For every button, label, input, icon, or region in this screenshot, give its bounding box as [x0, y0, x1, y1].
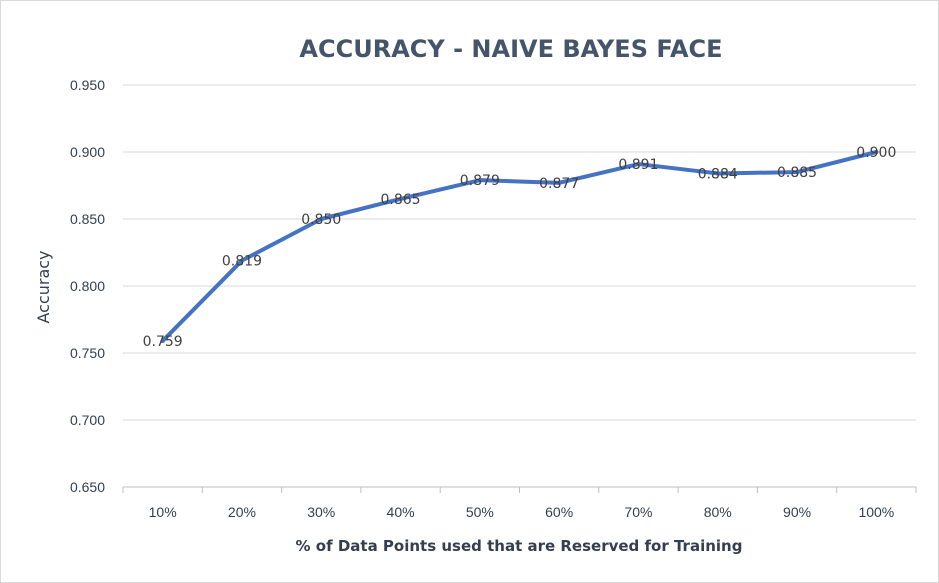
data-label: 0.900 [856, 145, 896, 161]
data-point [557, 180, 562, 185]
series-layer [160, 150, 879, 343]
x-axis-ticks: 10% 20% 30% 40% 50% 60% 70% 80% 90% 100% [122, 487, 917, 520]
data-label: 0.879 [460, 173, 500, 189]
gridlines [123, 84, 916, 488]
y-tick-label: 0.700 [70, 412, 105, 428]
x-tick-label: 90% [783, 504, 811, 520]
data-label: 0.885 [777, 165, 817, 181]
data-point [636, 162, 641, 167]
data-point [319, 217, 324, 221]
data-point [795, 170, 800, 175]
x-tick-label: 40% [387, 504, 415, 520]
data-label: 0.884 [698, 166, 738, 182]
x-tick-label: 30% [307, 504, 335, 520]
data-label: 0.819 [222, 254, 262, 270]
x-tick-label: 80% [704, 504, 732, 520]
y-tick-label: 0.950 [70, 77, 105, 93]
y-tick-label: 0.750 [70, 345, 105, 361]
y-tick-label: 0.900 [70, 144, 105, 160]
series-line [160, 150, 879, 343]
x-tick-label: 100% [858, 504, 894, 520]
x-tick-label: 60% [545, 504, 573, 520]
data-label: 0.891 [618, 157, 658, 173]
data-point [874, 150, 879, 154]
data-label: 0.865 [381, 192, 421, 208]
y-tick-label: 0.800 [70, 278, 105, 294]
x-axis-title: % of Data Points used that are Reserved … [296, 537, 743, 555]
x-tick-label: 20% [228, 504, 256, 520]
data-point [715, 171, 720, 176]
data-labels: 0.759 0.819 0.850 0.865 0.879 0.877 0.891 0.884… [143, 145, 897, 350]
y-axis-title: Accuracy [34, 250, 53, 323]
x-tick-label: 50% [466, 504, 494, 520]
data-point [398, 196, 403, 201]
data-label: 0.759 [143, 334, 183, 350]
data-point [160, 338, 165, 343]
data-point [477, 178, 482, 183]
data-label: 0.850 [301, 212, 341, 228]
y-axis-ticks: 0.650 0.700 0.750 0.800 0.850 0.900 0.950 [70, 77, 105, 495]
x-tick-label: 70% [624, 504, 652, 520]
y-tick-label: 0.650 [70, 479, 105, 495]
data-point [239, 258, 244, 263]
x-tick-label: 10% [149, 504, 177, 520]
chart-title: ACCURACY - NAIVE BAYES FACE [299, 35, 722, 63]
data-label: 0.877 [539, 176, 579, 192]
y-tick-label: 0.850 [70, 211, 105, 227]
